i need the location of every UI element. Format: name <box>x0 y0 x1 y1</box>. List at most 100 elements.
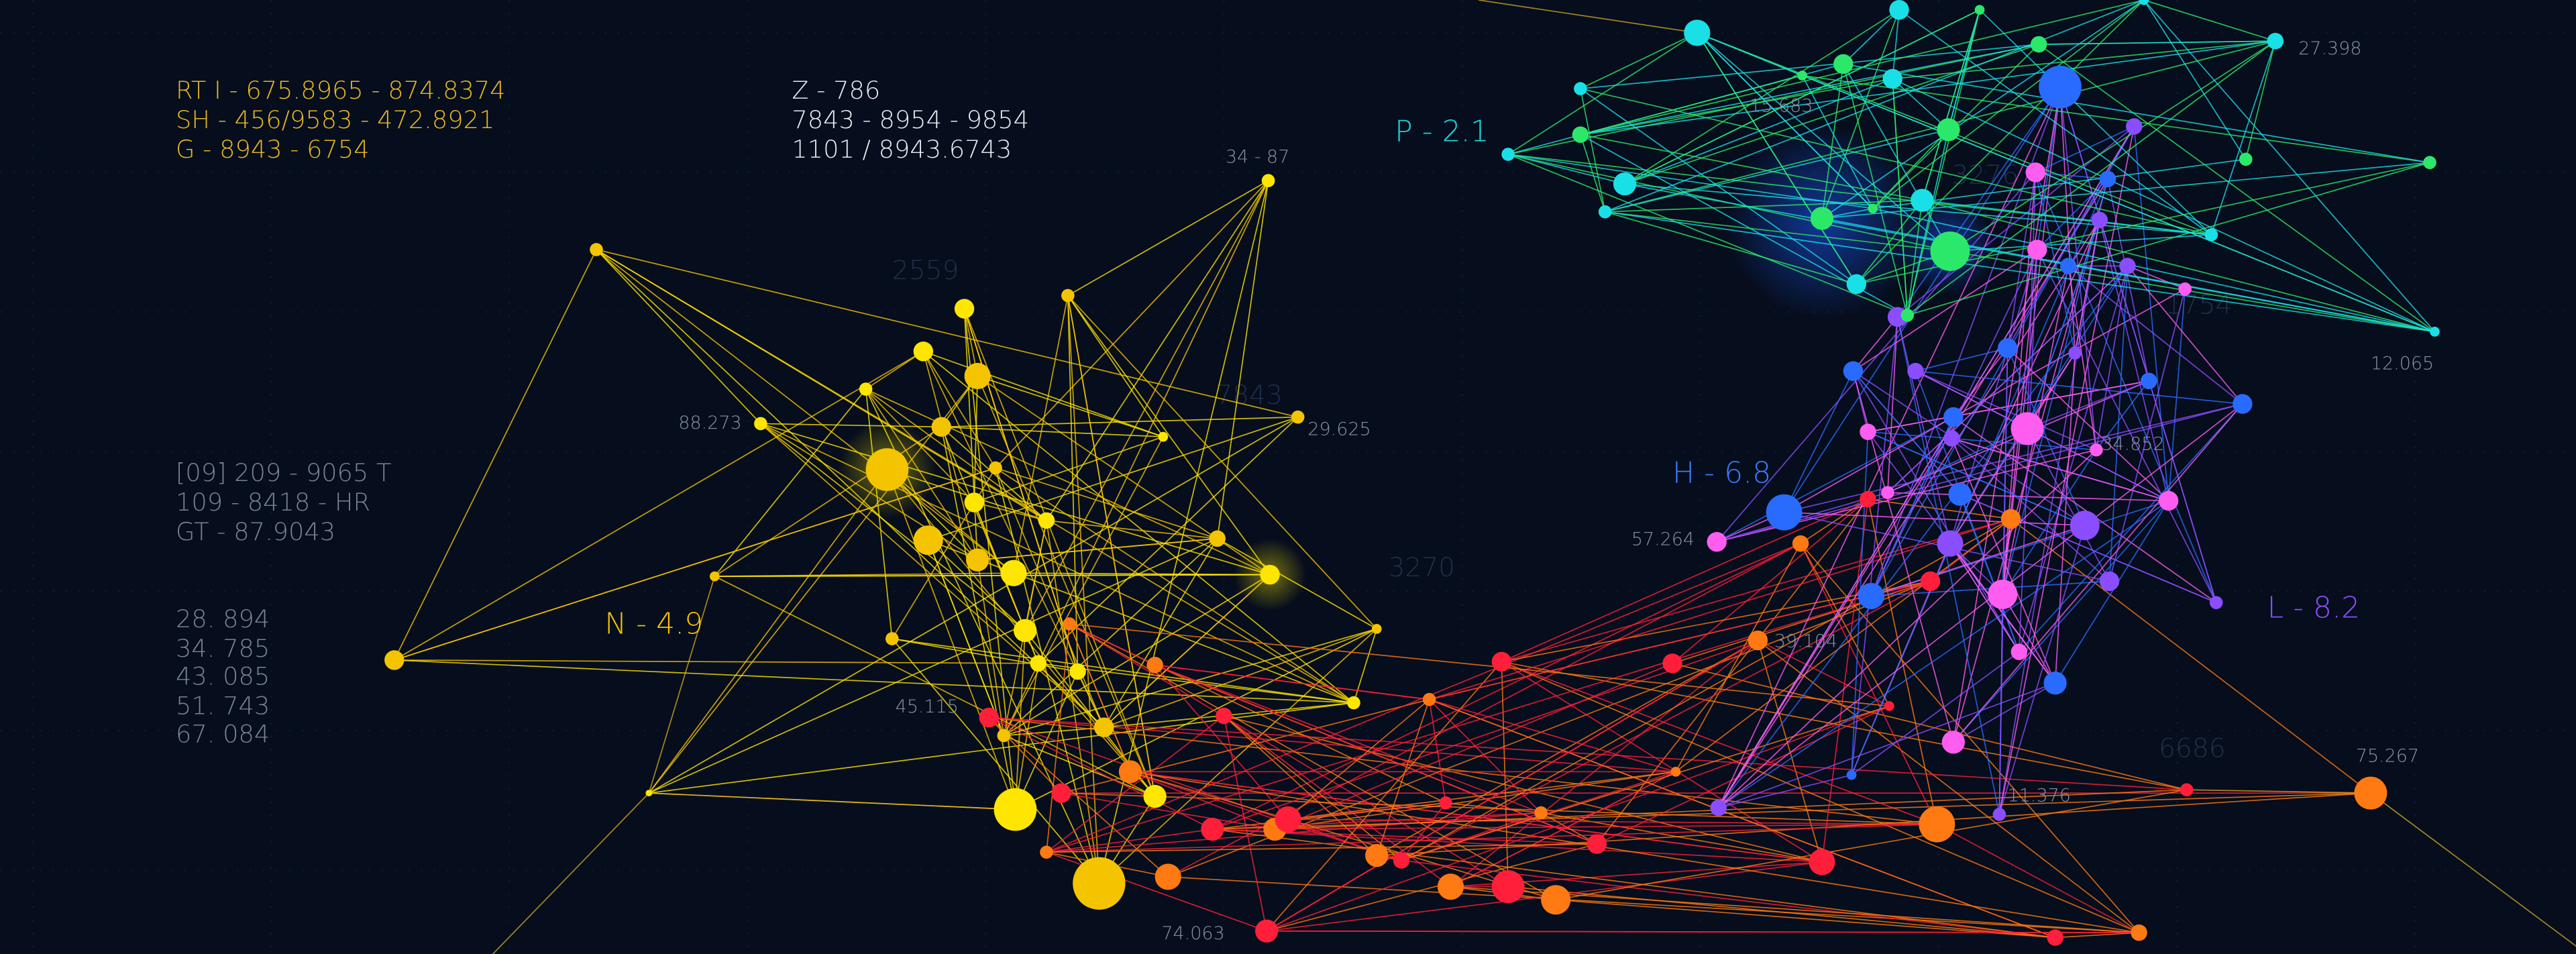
network-edge <box>1784 416 1954 513</box>
network-node <box>2030 36 2047 53</box>
network-node <box>2091 211 2108 229</box>
network-node <box>2025 162 2045 182</box>
network-node <box>989 461 1002 475</box>
network-edge <box>1069 623 1131 772</box>
network-node <box>1809 849 1835 876</box>
bg-number: 7843 <box>1216 380 1283 411</box>
network-edge <box>1868 431 2096 451</box>
network-edge <box>1605 199 1923 213</box>
network-node <box>1948 482 1972 506</box>
network-edge <box>1212 639 1758 830</box>
network-edge <box>1951 437 2110 582</box>
network-edge <box>974 502 1047 521</box>
info-line: Z - 786 <box>792 76 880 105</box>
network-edge <box>596 249 1105 728</box>
network-edge <box>2370 792 2576 947</box>
network-edge <box>1507 154 1625 184</box>
network-edge <box>1130 771 1402 861</box>
network-edge <box>1800 498 1868 544</box>
network-edge <box>1508 886 2055 939</box>
network-edge <box>1757 639 2140 933</box>
network-edge <box>1130 771 1823 863</box>
network-edge <box>1605 211 1951 252</box>
network-edge <box>892 638 1100 884</box>
node-value: 15.683 <box>1750 95 1813 116</box>
network-edge <box>1377 792 2371 857</box>
info-line: 1101 / 8943.6743 <box>792 135 1012 164</box>
network-edge <box>1501 498 1868 663</box>
network-node <box>1992 808 2006 821</box>
network-edge <box>865 388 975 503</box>
network-edge <box>2037 178 2108 250</box>
network-node <box>1846 274 1867 295</box>
network-edge <box>1851 651 2020 776</box>
network-edge <box>2006 348 2086 526</box>
network-edge <box>1067 295 1164 437</box>
network-edge <box>1672 662 2187 791</box>
network-node <box>2000 509 2021 529</box>
network-edge <box>1401 802 1446 861</box>
network-node <box>1997 338 2018 358</box>
network-node <box>1860 423 1876 440</box>
network-edge <box>1852 370 1961 495</box>
network-node <box>931 417 951 437</box>
network-edge <box>995 180 1269 469</box>
network-edge <box>1130 771 2139 934</box>
network-edge <box>1800 543 2140 933</box>
network-edge <box>927 539 1005 736</box>
network-edge <box>2055 932 2139 939</box>
network-edge <box>2059 87 2076 354</box>
network-edge <box>1067 295 1271 576</box>
network-node <box>1291 410 1305 424</box>
network-edge <box>1003 538 1218 737</box>
number-list-item: 34. 785 <box>176 634 270 663</box>
cluster-label-n: N - 4.9 <box>604 607 703 641</box>
network-edge <box>1401 518 2011 861</box>
network-edge <box>1922 199 2212 235</box>
network-edge <box>1024 180 1269 631</box>
network-edge <box>1953 682 2056 743</box>
number-list-item: 67. 084 <box>176 719 270 748</box>
network-node <box>979 707 999 728</box>
node-value: 11.376 <box>2008 785 2071 806</box>
info-line: 7843 - 8954 - 9854 <box>792 105 1029 134</box>
network-edge <box>760 423 1271 576</box>
network-edge <box>1556 899 2055 939</box>
network-edge <box>922 351 996 468</box>
network-edge <box>1998 594 2004 814</box>
network-edge <box>1718 682 2055 808</box>
network-edge <box>1401 580 1931 861</box>
network-edge <box>1580 88 1857 285</box>
network-edge <box>1267 930 2139 934</box>
network-edge <box>1446 802 1542 814</box>
network-edge <box>492 792 649 954</box>
network-edge <box>1605 211 1857 285</box>
network-node <box>1275 806 1301 833</box>
network-edge <box>1580 40 2275 136</box>
network-edge <box>1852 316 1898 372</box>
network-edge <box>1675 518 2012 773</box>
network-edge <box>892 638 1354 704</box>
network-edge <box>1922 199 2435 333</box>
network-node <box>2090 443 2103 457</box>
network-edge <box>1852 370 2086 526</box>
network-node <box>2178 282 2192 296</box>
network-node <box>2070 511 2100 541</box>
network-edge <box>760 423 1026 631</box>
network-node <box>2209 596 2223 610</box>
network-edge <box>1580 88 1606 212</box>
network-edge <box>1624 9 1980 184</box>
network-node <box>1572 126 1589 143</box>
network-edge <box>1949 219 2100 544</box>
network-node <box>1941 731 1965 754</box>
network-node <box>1209 530 1226 547</box>
network-edge <box>1224 715 1823 863</box>
network-edge <box>1155 664 1597 845</box>
network-node <box>1201 817 1224 841</box>
network-node <box>997 729 1011 743</box>
network-node <box>966 548 989 572</box>
network-node <box>709 571 720 582</box>
network-edge <box>1507 154 1908 316</box>
network-edge <box>393 249 597 661</box>
network-edge <box>1716 492 1888 543</box>
